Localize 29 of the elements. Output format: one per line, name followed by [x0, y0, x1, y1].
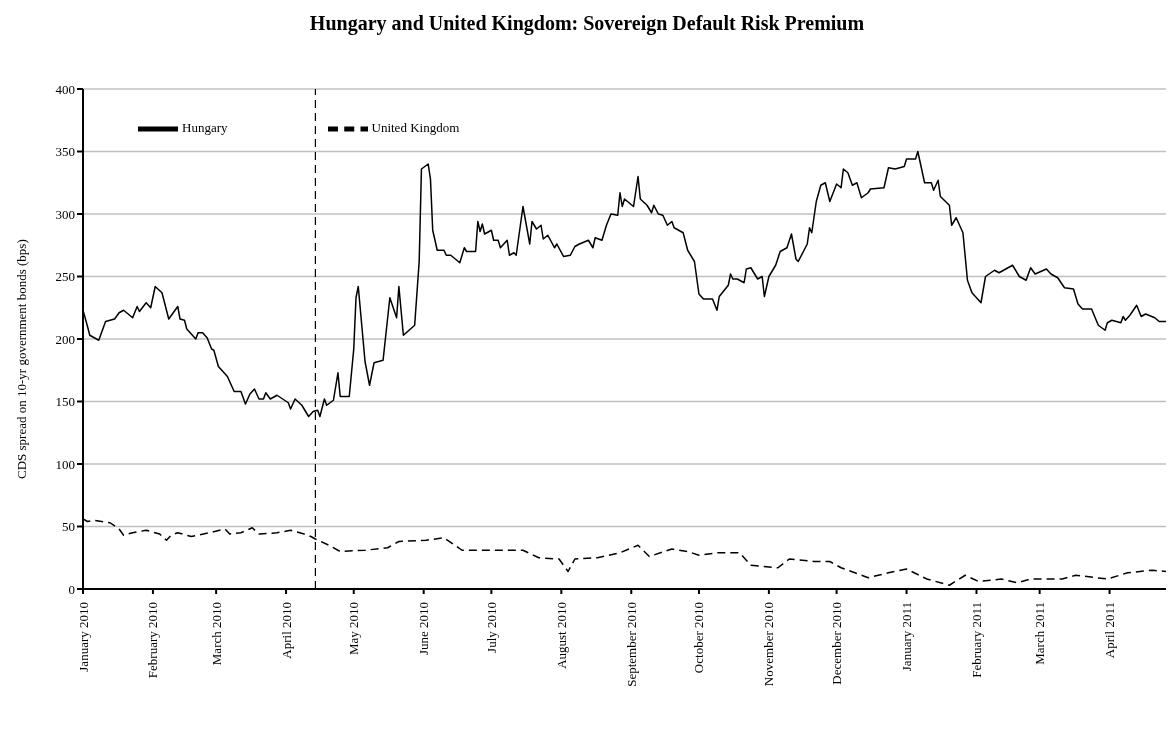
x-tick-label: January 2011 [899, 602, 915, 672]
x-tick-label: March 2011 [1032, 602, 1048, 665]
x-tick-label: December 2010 [829, 602, 845, 685]
x-tick-label: September 2010 [623, 602, 639, 687]
chart-title: Hungary and United Kingdom: Sovereign Default Risk Premium [308, 12, 866, 35]
legend-label: United Kingdom [371, 119, 460, 135]
x-tick-label: April 2010 [278, 602, 294, 659]
y-tick-label: 200 [55, 331, 75, 347]
y-tick-label: 250 [55, 269, 75, 285]
y-axis-title: CDS spread on 10-yr government bonds (bps) [13, 239, 29, 479]
x-tick-label: March 2010 [208, 602, 224, 666]
x-tick-label: February 2010 [145, 602, 161, 679]
y-tick-label: 300 [55, 206, 75, 222]
y-tick-label: 400 [55, 81, 75, 97]
y-tick-label: 100 [55, 456, 75, 472]
y-tick-label: 0 [68, 581, 75, 597]
x-tick-label: May 2010 [346, 602, 362, 656]
y-tick-label: 150 [55, 394, 75, 410]
x-tick-label: August 2010 [553, 602, 569, 669]
x-tick-label: June 2010 [416, 602, 432, 656]
legend-label: Hungary [182, 119, 228, 135]
x-tick-label: February 2011 [968, 602, 984, 678]
x-tick-label: July 2010 [483, 602, 499, 653]
x-tick-label: January 2010 [75, 602, 91, 672]
x-tick-label: November 2010 [761, 602, 777, 687]
x-tick-label: October 2010 [691, 602, 707, 674]
y-tick-label: 50 [62, 519, 75, 535]
x-tick-label: April 2011 [1102, 602, 1118, 659]
y-tick-label: 350 [55, 144, 75, 160]
